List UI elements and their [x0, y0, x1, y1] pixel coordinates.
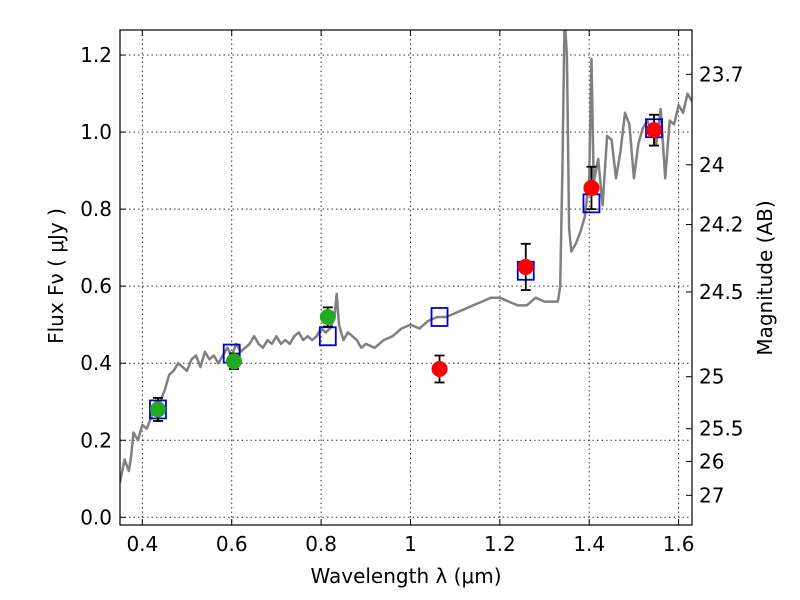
y-tick-label: 0.4 [80, 351, 112, 375]
x-tick-label: 0.6 [216, 532, 248, 556]
y-tick-label: 0.2 [80, 428, 112, 452]
data-point [149, 401, 166, 418]
data-point [646, 122, 663, 139]
plot-frame [119, 29, 693, 526]
x-tick-label: 0.4 [126, 532, 158, 556]
plot-area [120, 30, 692, 483]
y2-tick-label: 24 [699, 153, 724, 177]
x-tick-label: 1.6 [663, 532, 695, 556]
model-photometry-square [430, 307, 449, 327]
data-point [517, 258, 534, 275]
y2-tick-label: 24.2 [699, 213, 744, 237]
axis-ticks: 0.4 0.6 0.8 1 1.2 1.4 1.6 0.0 0.2 0.4 0.6 0.8 1.0 1.2… [80, 30, 744, 556]
x-tick-label: 1 [404, 532, 417, 556]
data-point [583, 179, 600, 196]
y2-axis-title: Magnitude (AB) [753, 200, 777, 355]
y-tick-label: 0.8 [80, 197, 112, 221]
y2-tick-label: 25 [699, 365, 724, 389]
y-axis-title: Flux Fν ( μJy ) [44, 208, 68, 344]
y2-tick-label: 23.7 [699, 62, 744, 86]
y2-tick-label: 24.5 [699, 280, 744, 304]
y-tick-label: 0.0 [80, 505, 112, 529]
x-tick-label: 0.8 [305, 532, 337, 556]
x-tick-label: 1.2 [484, 532, 516, 556]
data-point [225, 353, 242, 370]
y-tick-label: 0.6 [80, 274, 112, 298]
x-axis-title: Wavelength λ (μm) [310, 564, 501, 588]
x-tick-label: 1.4 [573, 532, 605, 556]
data-point [319, 308, 336, 325]
y2-tick-label: 27 [699, 483, 724, 507]
y2-tick-label: 26 [699, 449, 724, 473]
grid [120, 30, 692, 525]
data-point [431, 360, 448, 377]
spectrum-line [120, 30, 692, 483]
y-tick-label: 1.2 [80, 43, 112, 67]
y2-tick-label: 25.5 [699, 417, 744, 441]
y-tick-label: 1.0 [80, 120, 112, 144]
